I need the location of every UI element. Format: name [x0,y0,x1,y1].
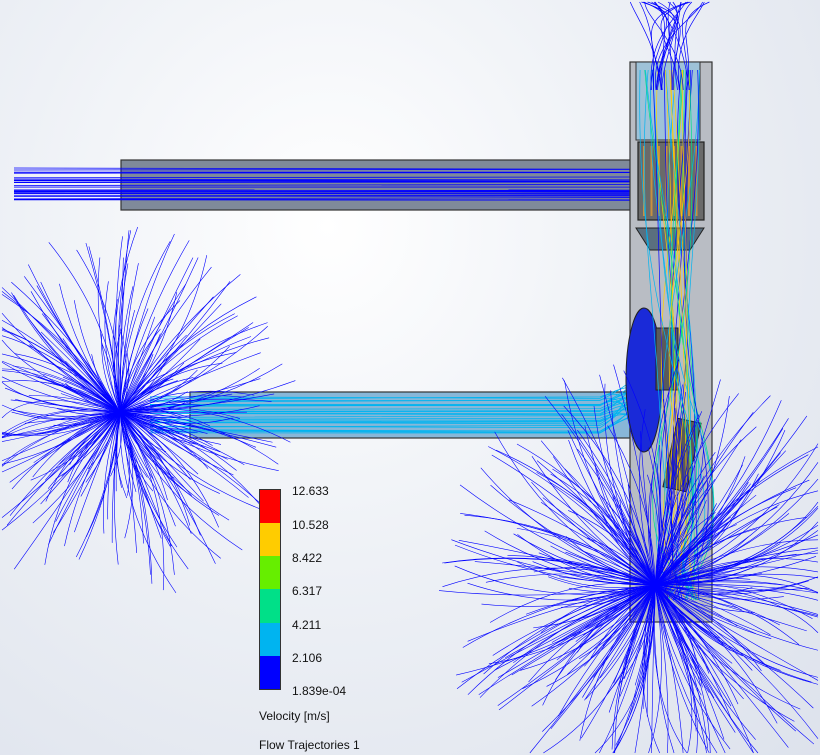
upper-duct [13,159,638,211]
housing-streamlines [639,69,715,601]
legend-title: Velocity [m/s] [259,709,330,723]
legend-tick-6: 2.106 [292,651,323,665]
legend-frame [259,489,281,690]
top-outlet-streamlines [629,1,710,91]
upper-duct-streamlines [13,167,637,201]
lower-duct [149,379,633,439]
legend-tick-min: 1.839e-04 [292,684,347,698]
bottom-outlet-burst [438,359,819,754]
legend-tick-4: 6.317 [292,584,323,598]
legend-tick-2: 10.528 [292,518,329,532]
legend-tick-max: 12.633 [292,484,329,498]
vertical-housing [625,61,715,623]
left-outlet-burst [1,226,296,594]
legend-tick-5: 4.211 [292,618,322,632]
legend-tick-3: 8.422 [292,551,323,565]
plot-caption: Flow Trajectories 1 [259,738,360,752]
